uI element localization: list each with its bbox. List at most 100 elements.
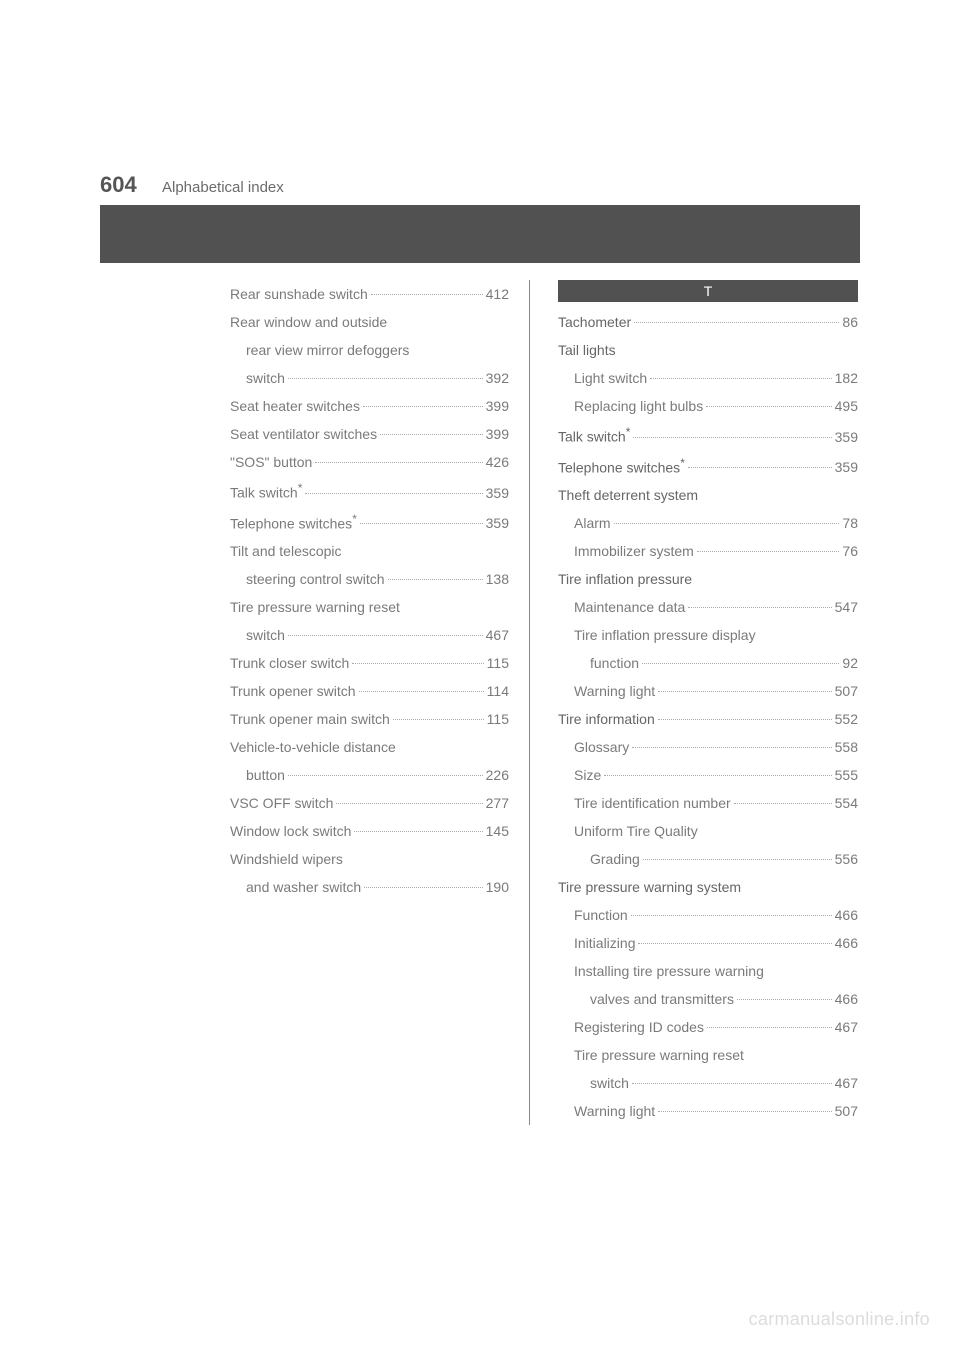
leader-dots — [305, 493, 482, 494]
entry-page: 145 — [486, 817, 509, 845]
section-letter: T — [558, 280, 858, 302]
right-column: T Tachometer86Tail lightsLight switch182… — [558, 280, 858, 1125]
index-entry: Rear window and outside — [230, 308, 509, 336]
leader-dots — [634, 322, 839, 323]
index-entry: Function466 — [558, 901, 858, 929]
leader-dots — [288, 775, 483, 776]
index-entry: Installing tire pressure warning — [558, 957, 858, 985]
entry-label: Rear sunshade switch — [230, 280, 368, 308]
index-entry: button226 — [230, 761, 509, 789]
entry-label: valves and transmitters — [590, 985, 734, 1013]
leader-dots — [614, 523, 840, 524]
entry-page: 92 — [842, 649, 858, 677]
entry-label: Theft deterrent system — [558, 481, 698, 509]
entry-label: button — [246, 761, 285, 789]
entry-label: Installing tire pressure warning — [574, 957, 764, 985]
index-entry: rear view mirror defoggers — [230, 336, 509, 364]
entry-page: 555 — [835, 761, 858, 789]
entry-page: 552 — [835, 705, 858, 733]
entry-label: Initializing — [574, 929, 635, 957]
entry-label: Registering ID codes — [574, 1013, 704, 1041]
entry-page: 399 — [486, 420, 509, 448]
leader-dots — [697, 551, 840, 552]
index-entry: VSC OFF switch 277 — [230, 789, 509, 817]
entry-page: 495 — [835, 392, 858, 420]
index-entry: Immobilizer system76 — [558, 537, 858, 565]
entry-label: Rear window and outside — [230, 308, 387, 336]
entry-label: steering control switch — [246, 565, 385, 593]
asterisk-icon: * — [626, 425, 631, 439]
entry-label: Trunk opener main switch — [230, 705, 390, 733]
index-entry: Vehicle-to-vehicle distance — [230, 733, 509, 761]
entry-label: VSC OFF switch — [230, 789, 333, 817]
entry-page: 507 — [835, 677, 858, 705]
index-entry: Tire pressure warning system — [558, 873, 858, 901]
entry-page: 182 — [835, 364, 858, 392]
entry-page: 359 — [835, 423, 858, 451]
index-entry: Alarm 78 — [558, 509, 858, 537]
entry-page: 359 — [486, 509, 509, 537]
leader-dots — [352, 663, 483, 664]
index-entry: Warning light507 — [558, 677, 858, 705]
index-entry: Trunk opener main switch115 — [230, 705, 509, 733]
entry-label: Tire inflation pressure — [558, 565, 692, 593]
entry-page: 556 — [835, 845, 858, 873]
index-entry: Windshield wipers — [230, 845, 509, 873]
index-entry: Initializing466 — [558, 929, 858, 957]
index-entry: Talk switch*359 — [558, 420, 858, 451]
entry-page: 467 — [835, 1013, 858, 1041]
leader-dots — [707, 1027, 832, 1028]
leader-dots — [688, 607, 831, 608]
entry-label: Seat ventilator switches — [230, 420, 377, 448]
entry-page: 359 — [486, 479, 509, 507]
leader-dots — [288, 635, 483, 636]
leader-dots — [364, 887, 482, 888]
index-content: Rear sunshade switch412Rear window and o… — [230, 280, 860, 1125]
leader-dots — [643, 859, 832, 860]
index-entry: Tire inflation pressure display — [558, 621, 858, 649]
index-entry: switch467 — [558, 1069, 858, 1097]
entry-label: Alarm — [574, 509, 611, 537]
entry-page: 467 — [486, 621, 509, 649]
entry-page: 138 — [486, 565, 509, 593]
entry-page: 277 — [486, 789, 509, 817]
index-entry: Window lock switch145 — [230, 817, 509, 845]
entry-label: Grading — [590, 845, 640, 873]
index-entry: Telephone switches*359 — [230, 507, 509, 538]
entry-label: switch — [246, 364, 285, 392]
index-entry: Trunk opener switch114 — [230, 677, 509, 705]
entry-page: 115 — [487, 649, 509, 677]
entry-page: 399 — [486, 392, 509, 420]
index-entry: "SOS" button426 — [230, 448, 509, 476]
entry-page: 467 — [835, 1069, 858, 1097]
leader-dots — [354, 831, 482, 832]
index-entry: Trunk closer switch115 — [230, 649, 509, 677]
entry-label: Tire pressure warning reset — [574, 1041, 744, 1069]
index-entry: function92 — [558, 649, 858, 677]
index-entry: switch 467 — [230, 621, 509, 649]
leader-dots — [734, 803, 832, 804]
page-number: 604 — [100, 172, 137, 198]
leader-dots — [359, 691, 484, 692]
index-entry: Replacing light bulbs495 — [558, 392, 858, 420]
entry-label: Telephone switches* — [558, 451, 685, 482]
entry-page: 78 — [842, 509, 858, 537]
leader-dots — [658, 691, 831, 692]
leader-dots — [638, 943, 831, 944]
entry-label: Tilt and telescopic — [230, 537, 342, 565]
index-entry: Uniform Tire Quality — [558, 817, 858, 845]
index-entry: Seat heater switches399 — [230, 392, 509, 420]
entry-label: switch — [246, 621, 285, 649]
index-entry: Tire inflation pressure — [558, 565, 858, 593]
leader-dots — [363, 406, 483, 407]
entry-label: Glossary — [574, 733, 629, 761]
entry-label: and washer switch — [246, 873, 361, 901]
entry-label: Tachometer — [558, 308, 631, 336]
entry-label: Tail lights — [558, 336, 616, 364]
watermark-text: carmanualsonline.info — [749, 1309, 930, 1330]
index-entry: Warning light507 — [558, 1097, 858, 1125]
asterisk-icon: * — [680, 456, 685, 470]
entry-label: Tire pressure warning reset — [230, 593, 400, 621]
entry-label: Trunk opener switch — [230, 677, 356, 705]
index-entry: Tachometer86 — [558, 308, 858, 336]
